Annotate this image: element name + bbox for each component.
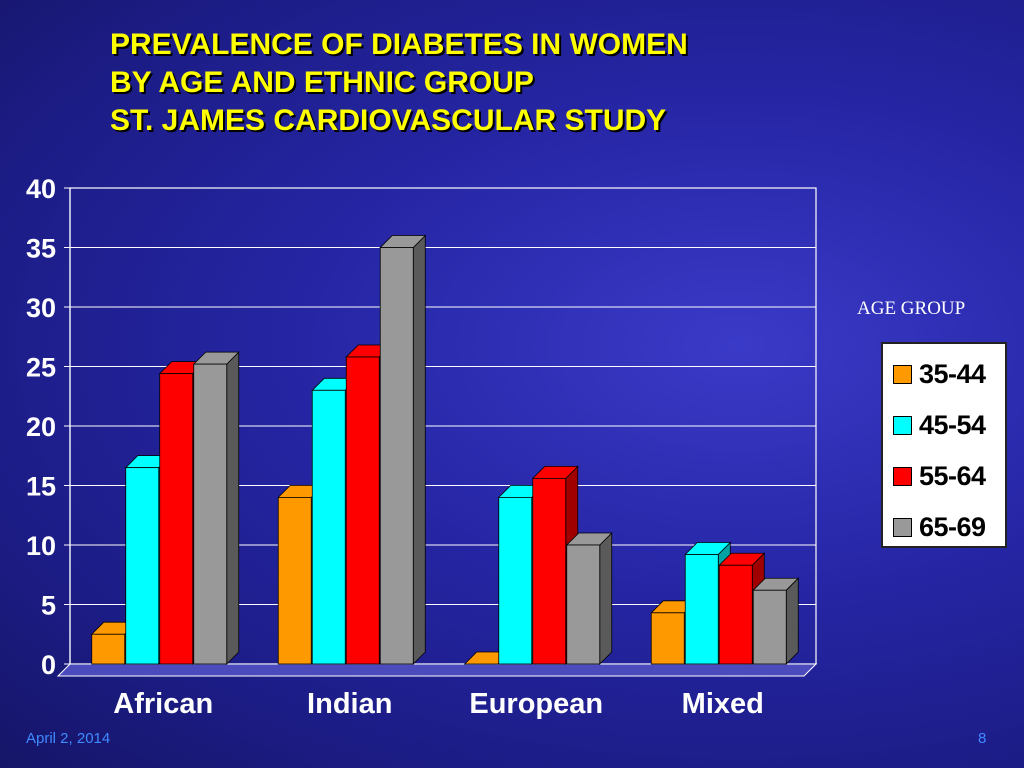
y-tick-label-35: 35 <box>26 234 56 264</box>
legend-swatch-65-69 <box>893 517 912 537</box>
bar-african-35-44 <box>91 633 126 665</box>
chart-title: PREVALENCE OF DIABETES IN WOMEN BY AGE A… <box>110 26 688 140</box>
x-tick-label-mixed: Mixed <box>682 688 764 720</box>
y-tick-label-25: 25 <box>26 353 56 383</box>
bar-mixed-45-54 <box>684 554 719 665</box>
legend-item-65-69: 65-69 <box>893 510 986 544</box>
bar-european-65-69-side <box>599 532 613 665</box>
legend-title: AGE GROUP <box>857 298 966 319</box>
bar-european-55-64 <box>532 477 567 665</box>
bar-african-45-54 <box>125 467 160 665</box>
page-number: 8 <box>978 730 987 747</box>
legend-swatch-35-44 <box>893 364 912 384</box>
bar-indian-65-69-side <box>412 234 426 665</box>
chart-floor <box>56 663 818 677</box>
bar-european-65-69 <box>566 544 601 665</box>
legend-label-65-69: 65-69 <box>919 511 986 542</box>
bar-mixed-65-69-side <box>785 577 799 665</box>
bar-mixed-35-44 <box>650 612 685 665</box>
title-line-1: PREVALENCE OF DIABETES IN WOMEN <box>110 28 688 61</box>
bar-african-65-69-side <box>226 351 240 665</box>
legend-item-55-64: 55-64 <box>893 459 986 493</box>
y-tick-label-0: 0 <box>41 650 56 680</box>
title-line-2: BY AGE AND ETHNIC GROUP <box>110 66 534 99</box>
x-tick-label-european: European <box>469 688 603 720</box>
legend-label-35-44: 35-44 <box>919 358 986 389</box>
bar-indian-35-44 <box>277 496 312 665</box>
x-tick-label-african: African <box>113 688 213 720</box>
bar-indian-65-69 <box>379 247 414 665</box>
footer-date: April 2, 2014 <box>26 730 111 747</box>
bar-indian-55-64 <box>345 356 380 665</box>
bar-indian-45-54 <box>311 389 346 665</box>
bar-mixed-65-69 <box>752 589 787 665</box>
y-tick-label-40: 40 <box>26 174 56 204</box>
legend-label-45-54: 45-54 <box>919 409 986 440</box>
legend-swatch-45-54 <box>893 415 912 435</box>
legend-swatch-55-64 <box>893 466 912 486</box>
bar-african-55-64 <box>159 373 194 665</box>
x-tick-label-indian: Indian <box>307 688 392 720</box>
y-tick-label-10: 10 <box>26 531 56 561</box>
bar-european-45-54 <box>498 496 533 665</box>
legend-item-45-54: 45-54 <box>893 408 986 442</box>
bar-mixed-55-64 <box>718 564 753 665</box>
legend-label-55-64: 55-64 <box>919 460 986 491</box>
y-tick-label-15: 15 <box>26 472 56 502</box>
title-line-3: ST. JAMES CARDIOVASCULAR STUDY <box>110 104 667 137</box>
legend: 35-44 45-54 55-64 65-69 <box>881 342 1007 548</box>
y-tick-label-20: 20 <box>26 412 56 442</box>
y-tick-label-30: 30 <box>26 293 56 323</box>
y-tick-label-5: 5 <box>41 591 56 621</box>
bar-african-65-69 <box>193 363 228 665</box>
legend-item-35-44: 35-44 <box>893 357 986 391</box>
